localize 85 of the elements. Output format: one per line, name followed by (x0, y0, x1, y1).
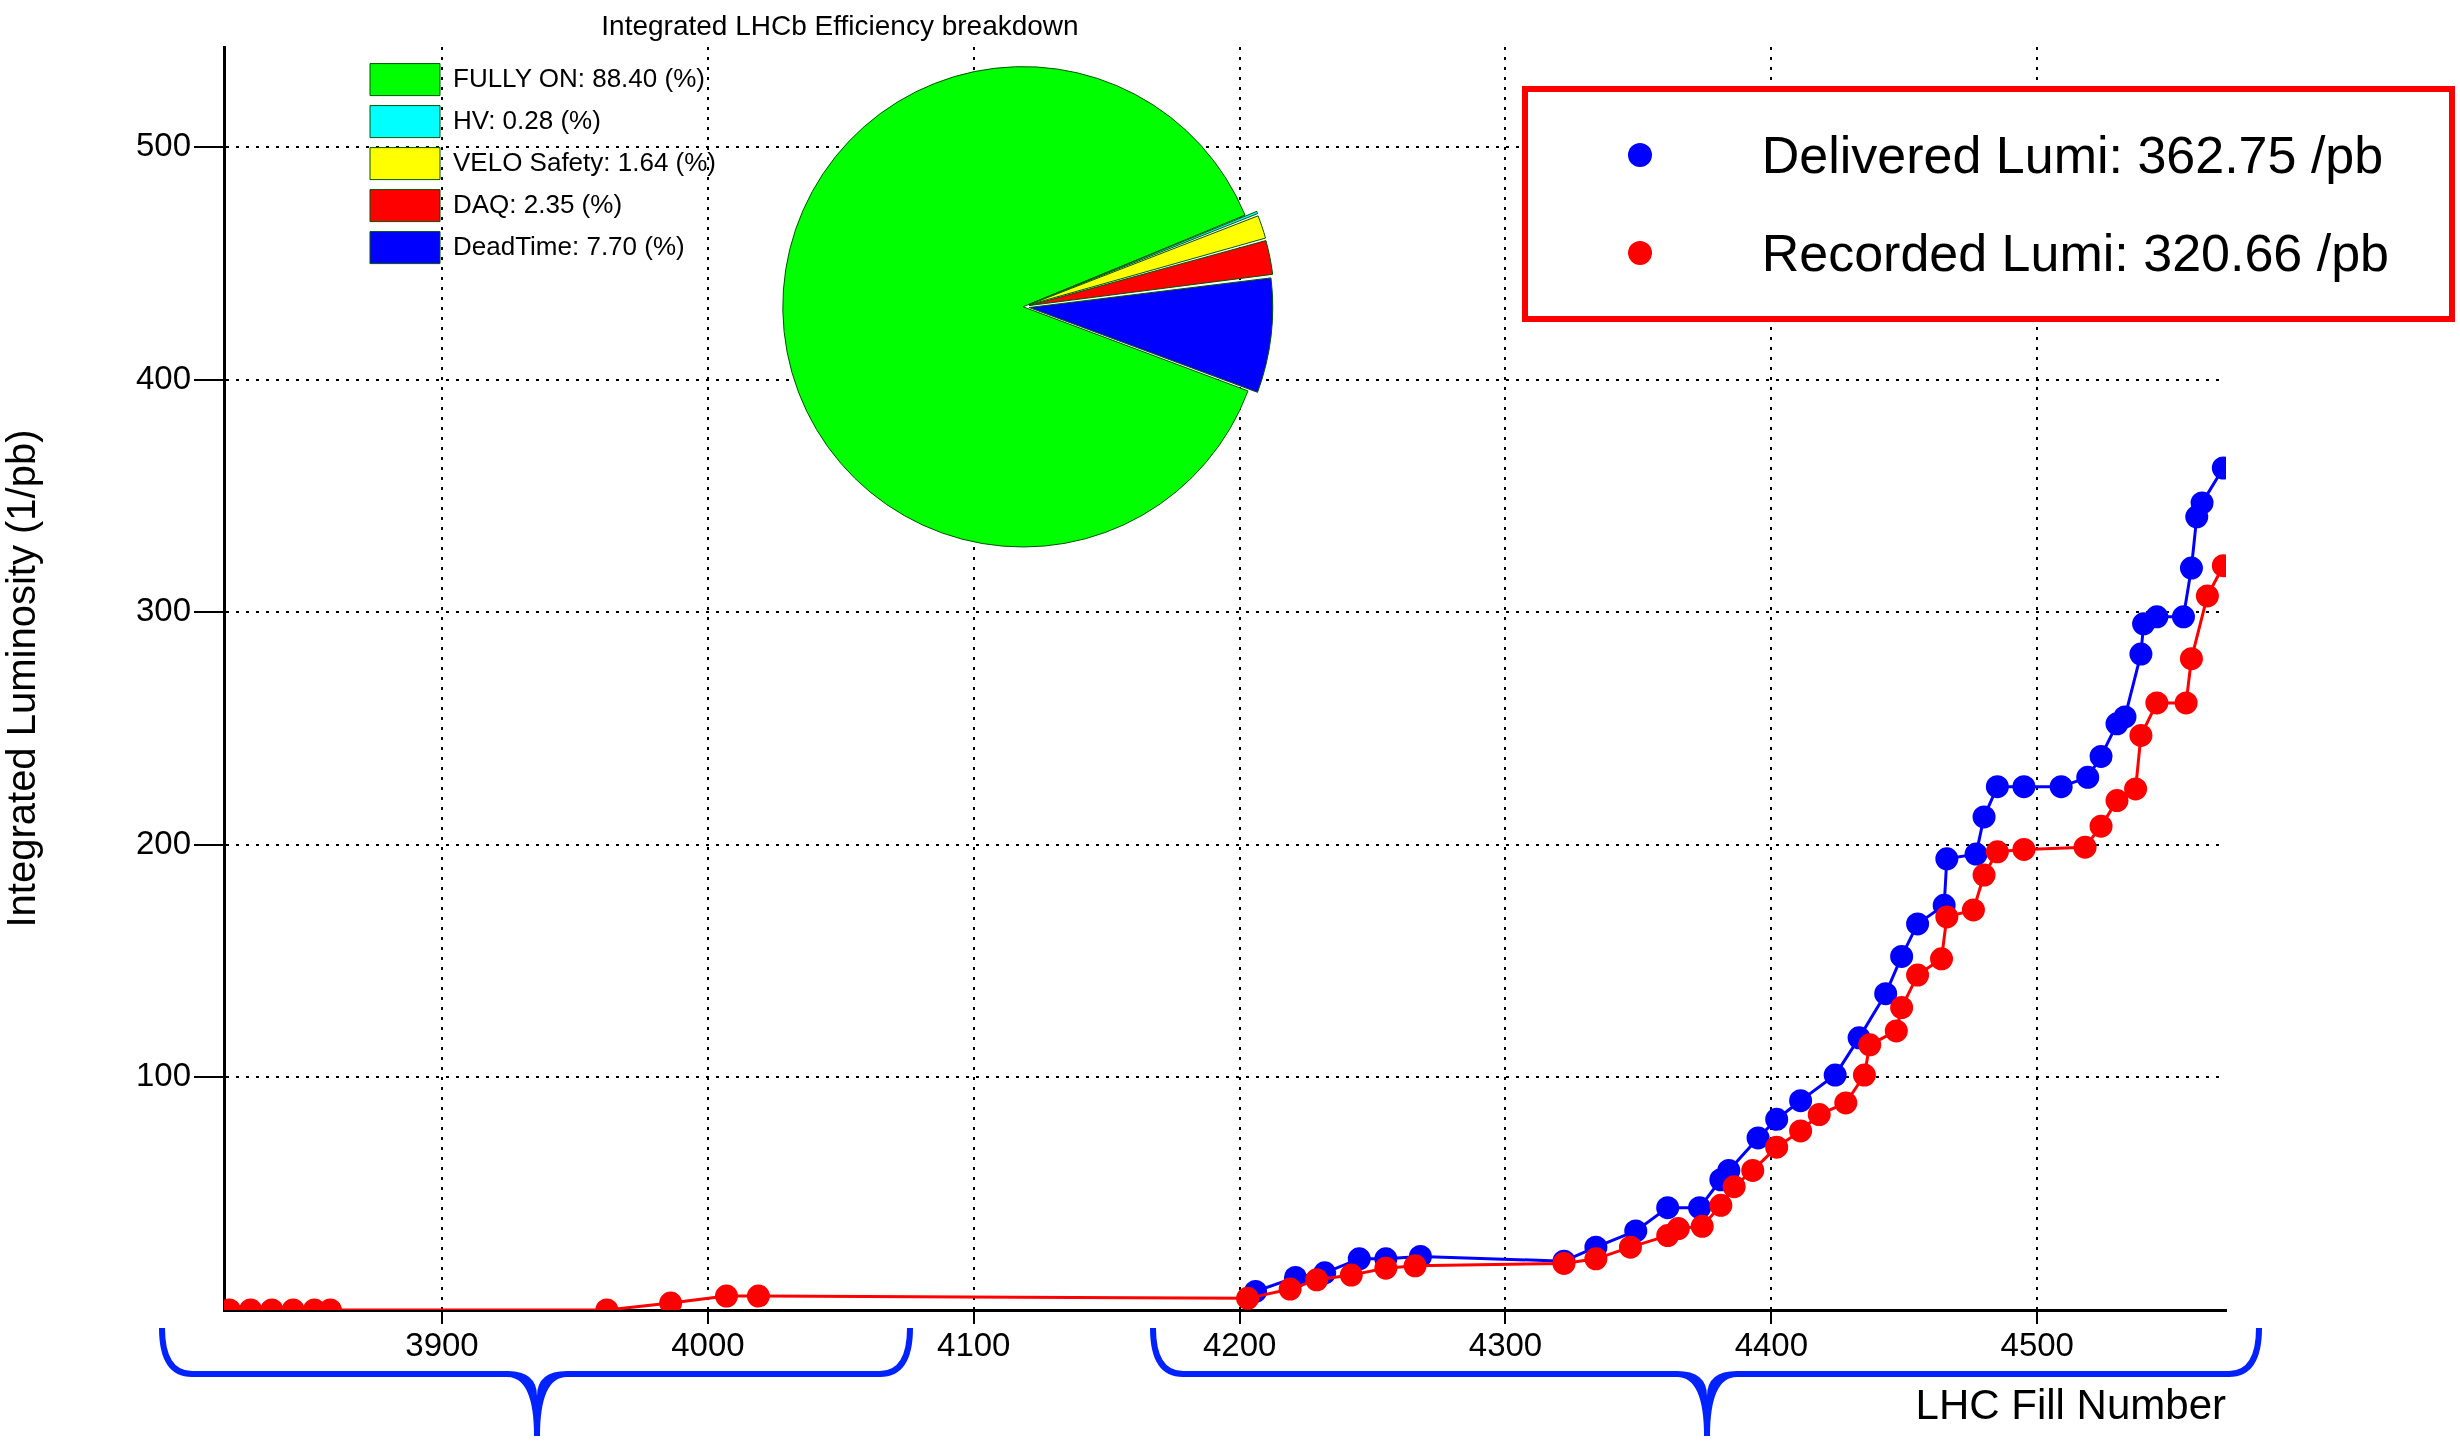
x-tick-label: 4000 (671, 1325, 745, 1363)
point (2012, 837, 2036, 861)
x-tick-label: 4100 (937, 1325, 1011, 1363)
y-tick-label: 100 (135, 1056, 191, 1094)
point (1823, 1063, 1847, 1087)
point (2129, 642, 2153, 666)
point (2076, 765, 2100, 789)
point (1403, 1254, 1427, 1278)
y-axis-title: Integrated Luminosity (1/pb) (0, 429, 44, 928)
point (1985, 775, 2009, 799)
x-tick-label: 4500 (2000, 1325, 2074, 1363)
y-tick-label: 500 (135, 126, 191, 164)
legend-label: DAQ: 2.35 (%) (453, 188, 623, 219)
y-tick-label: 200 (135, 823, 191, 861)
point (2049, 775, 2073, 799)
point (1807, 1103, 1831, 1127)
x-tick-label: 3900 (405, 1325, 479, 1363)
point (1305, 1268, 1329, 1292)
x-tick-label: 4400 (1734, 1325, 1809, 1363)
point (2190, 491, 2214, 515)
point (2113, 705, 2137, 729)
point (2012, 775, 2036, 799)
point (1741, 1158, 1765, 1182)
point (1834, 1091, 1858, 1115)
point (1884, 1019, 1908, 1043)
point (1278, 1277, 1302, 1301)
point (1935, 905, 1959, 929)
chart-title: Integrated LHCb Efficiency breakdown (601, 9, 1079, 41)
point (1236, 1286, 1260, 1310)
point (2174, 691, 2198, 715)
point (1339, 1263, 1363, 1287)
point (1584, 1247, 1608, 1271)
point (1890, 996, 1914, 1020)
point (1722, 1175, 1746, 1199)
legend-label: DeadTime: 7.70 (%) (453, 230, 685, 261)
x-tick-label: 4300 (1468, 1325, 1543, 1363)
point (1789, 1089, 1813, 1113)
point (1765, 1135, 1789, 1159)
point (2124, 777, 2148, 801)
point (2179, 647, 2203, 671)
legend-label: VELO Safety: 1.64 (%) (453, 146, 717, 177)
point (1972, 805, 1996, 829)
point (1746, 1126, 1770, 1150)
point (2145, 605, 2169, 629)
point (2105, 789, 2129, 813)
point (2171, 605, 2195, 629)
point (1935, 847, 1959, 871)
legend-label: FULLY ON: 88.40 (%) (453, 62, 705, 93)
point (1688, 1196, 1712, 1220)
point (1709, 1193, 1733, 1217)
point (1961, 898, 1985, 922)
legend-label: Recorded Lumi: 320.66 /pb (1761, 223, 2389, 283)
y-tick-label: 300 (135, 591, 191, 629)
x-tick-label: 4200 (1202, 1325, 1277, 1363)
legend-label: Delivered Lumi: 362.75 /pb (1761, 125, 2384, 185)
point (1964, 842, 1988, 866)
point (1972, 863, 1996, 887)
point (714, 1284, 738, 1308)
point (2089, 744, 2113, 768)
point (2129, 723, 2153, 747)
point (1858, 1033, 1882, 1057)
point (1690, 1214, 1714, 1238)
point (2089, 814, 2113, 838)
point (1765, 1107, 1789, 1131)
point (1852, 1063, 1876, 1087)
point (2179, 556, 2203, 580)
point (1906, 912, 1930, 936)
point (1890, 944, 1914, 968)
y-tick-label: 400 (135, 358, 191, 396)
point (2145, 691, 2169, 715)
point (1906, 963, 1930, 987)
point (1656, 1196, 1680, 1220)
point (1789, 1119, 1813, 1143)
point (1374, 1256, 1398, 1280)
point (1347, 1247, 1371, 1271)
x-axis-title: LHC Fill Number (1915, 1381, 2227, 1429)
point (1874, 982, 1898, 1006)
point (2073, 835, 2097, 859)
point (1985, 840, 2009, 864)
point (2195, 584, 2219, 608)
point (1666, 1217, 1690, 1241)
legend-label: HV: 0.28 (%) (453, 104, 601, 135)
point (1930, 947, 1954, 971)
point (1618, 1235, 1642, 1259)
point (746, 1284, 770, 1308)
